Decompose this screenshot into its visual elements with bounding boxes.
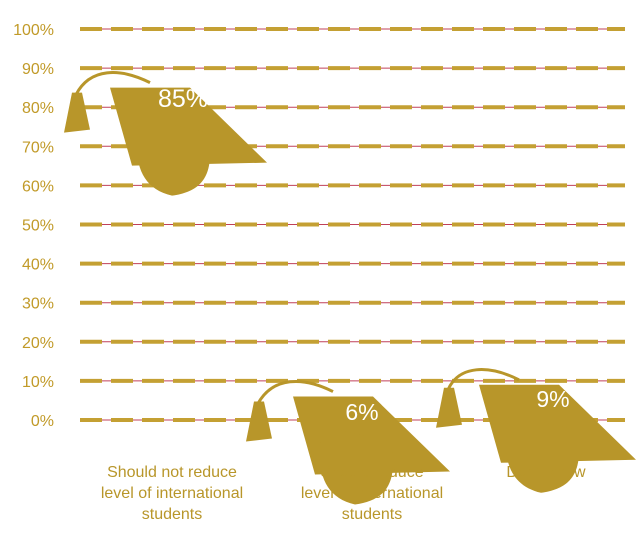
y-tick-label: 90% bbox=[22, 61, 54, 78]
skull-cap bbox=[136, 117, 211, 196]
y-tick-label: 10% bbox=[22, 374, 54, 391]
y-tick-label: 0% bbox=[31, 413, 54, 430]
skull-cap bbox=[505, 414, 580, 493]
y-axis-ticks: 0% 10% 20% 30% 40% 50% 60% 70% 80% 90% 100% bbox=[13, 22, 54, 430]
bar-cap: 6% bbox=[246, 380, 450, 505]
data-label: 85% bbox=[158, 85, 208, 113]
y-tick-label: 100% bbox=[13, 22, 54, 39]
data-label: 6% bbox=[345, 399, 378, 425]
tassel-cord bbox=[74, 71, 151, 96]
y-tick-label: 70% bbox=[22, 139, 54, 156]
caps-layer: 85% 6% 9% bbox=[64, 71, 636, 505]
tassel bbox=[64, 92, 90, 133]
tassel-cord bbox=[256, 380, 334, 405]
bar-cap: 9% bbox=[436, 368, 636, 493]
category-label-should-not-reduce: Should not reduce level of international… bbox=[100, 464, 244, 523]
data-label: 9% bbox=[536, 386, 569, 412]
y-tick-label: 20% bbox=[22, 335, 54, 352]
category-label-should-reduce: Should reduce level of international stu… bbox=[300, 464, 444, 523]
y-tick-label: 80% bbox=[22, 100, 54, 117]
y-tick-label: 60% bbox=[22, 178, 54, 195]
y-tick-label: 50% bbox=[22, 218, 54, 235]
bar-cap: 85% bbox=[64, 71, 267, 196]
category-label-dont-know: Don’t know bbox=[506, 464, 586, 481]
tassel bbox=[246, 401, 272, 442]
tassel-cord bbox=[446, 368, 520, 391]
y-tick-label: 30% bbox=[22, 296, 54, 313]
skull-cap bbox=[319, 426, 394, 505]
y-tick-label: 40% bbox=[22, 257, 54, 274]
tassel bbox=[436, 387, 462, 428]
